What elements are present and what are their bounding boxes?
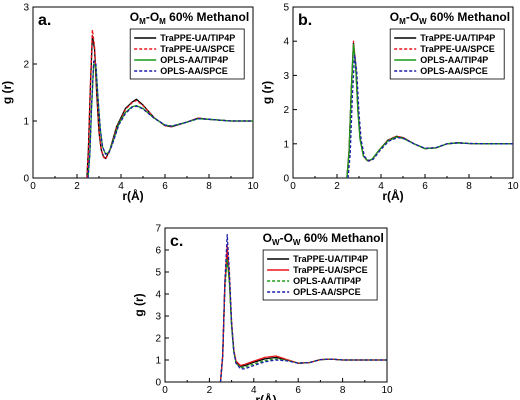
x-tick-label: 2 bbox=[74, 181, 80, 192]
y-tick-label: 1 bbox=[23, 117, 29, 128]
title-part: - bbox=[280, 231, 284, 245]
series-line-trappe-ua-spce bbox=[219, 244, 387, 383]
x-axis-label: r(Å) bbox=[255, 392, 276, 400]
title-part: - bbox=[406, 10, 410, 24]
x-tick-label: 0 bbox=[162, 385, 168, 396]
x-tick-label: 6 bbox=[162, 181, 168, 192]
series-line-opls-aa-spce bbox=[87, 60, 253, 179]
legend-entry-label: TraPPE-UA/SPCE bbox=[293, 265, 368, 275]
x-tick-label: 10 bbox=[381, 385, 393, 396]
legend-entry-label: OPLS-AA/TIP4P bbox=[293, 276, 361, 286]
legend-entry-label: OPLS-AA/TIP4P bbox=[160, 55, 228, 65]
y-tick-label: 0 bbox=[283, 174, 289, 185]
y-axis-label: g (r) bbox=[132, 293, 146, 316]
y-tick-label: 4 bbox=[283, 37, 289, 48]
legend-entry-label: TraPPE-UA/TIP4P bbox=[293, 254, 368, 264]
title-part: O bbox=[410, 10, 419, 24]
legend-entry-label: TraPPE-UA/SPCE bbox=[160, 44, 235, 54]
panel-title: OW-OW 60% Methanol bbox=[263, 231, 384, 247]
y-axis-label: g (r) bbox=[0, 81, 14, 104]
x-tick-label: 4 bbox=[118, 181, 124, 192]
y-tick-label: 3 bbox=[283, 71, 289, 82]
title-subscript: M bbox=[399, 17, 406, 26]
panel-label: b. bbox=[298, 12, 312, 29]
y-tick-label: 4 bbox=[155, 290, 161, 301]
y-tick-label: 3 bbox=[155, 312, 161, 323]
legend-entry-label: TraPPE-UA/SPCE bbox=[420, 44, 495, 54]
y-tick-label: 5 bbox=[155, 268, 161, 279]
title-subscript: W bbox=[272, 238, 280, 247]
y-tick-label: 7 bbox=[155, 224, 161, 235]
series-line-opls-aa-spce bbox=[347, 54, 513, 179]
x-tick-label: 0 bbox=[30, 181, 36, 192]
y-tick-label: 1 bbox=[283, 139, 289, 150]
x-tick-label: 0 bbox=[290, 181, 296, 192]
x-tick-label: 2 bbox=[334, 181, 340, 192]
y-tick-label: 1 bbox=[155, 356, 161, 367]
title-subscript: M bbox=[159, 17, 166, 26]
title-part: 60% Methanol bbox=[166, 10, 249, 24]
title-part: 60% Methanol bbox=[427, 10, 510, 24]
y-tick-label: 2 bbox=[283, 105, 289, 116]
title-part: - bbox=[146, 10, 150, 24]
x-tick-label: 6 bbox=[295, 385, 301, 396]
title-subscript: W bbox=[419, 17, 427, 26]
x-axis-label: r(Å) bbox=[382, 188, 403, 203]
y-tick-label: 2 bbox=[23, 60, 29, 71]
x-tick-label: 6 bbox=[422, 181, 428, 192]
x-tick-label: 10 bbox=[507, 181, 519, 192]
x-tick-label: 4 bbox=[378, 181, 384, 192]
y-tick-label: 3 bbox=[23, 3, 29, 14]
title-part: O bbox=[263, 231, 272, 245]
legend-entry-label: TraPPE-UA/TIP4P bbox=[160, 33, 235, 43]
panel-title: OM-OM 60% Methanol bbox=[130, 10, 249, 26]
panel-title: OM-OW 60% Methanol bbox=[390, 10, 510, 26]
title-subscript: W bbox=[293, 238, 301, 247]
panel-label: a. bbox=[38, 12, 51, 29]
x-tick-label: 10 bbox=[247, 181, 259, 192]
x-tick-label: 4 bbox=[251, 385, 257, 396]
y-axis-label: g (r) bbox=[260, 81, 274, 104]
y-tick-label: 0 bbox=[155, 378, 161, 389]
y-tick-label: 0 bbox=[23, 174, 29, 185]
legend-entry-label: OPLS-AA/SPCE bbox=[293, 287, 361, 297]
y-tick-label: 5 bbox=[283, 3, 289, 14]
title-part: 60% Methanol bbox=[300, 231, 383, 245]
x-tick-label: 8 bbox=[206, 181, 212, 192]
legend-entry-label: OPLS-AA/SPCE bbox=[420, 66, 488, 76]
legend-entry-label: OPLS-AA/SPCE bbox=[160, 66, 228, 76]
series-line-opls-aa-tip4p bbox=[219, 258, 387, 383]
title-part: O bbox=[150, 10, 159, 24]
title-part: O bbox=[390, 10, 399, 24]
x-tick-label: 8 bbox=[340, 385, 346, 396]
title-part: O bbox=[130, 10, 139, 24]
title-subscript: M bbox=[139, 17, 146, 26]
x-tick-label: 8 bbox=[466, 181, 472, 192]
x-tick-label: 2 bbox=[207, 385, 213, 396]
y-tick-label: 6 bbox=[155, 246, 161, 257]
y-tick-label: 2 bbox=[155, 334, 161, 345]
title-part: O bbox=[284, 231, 293, 245]
legend-entry-label: TraPPE-UA/TIP4P bbox=[420, 33, 495, 43]
series-line-opls-aa-spce bbox=[219, 233, 387, 383]
x-axis-label: r(Å) bbox=[122, 188, 143, 203]
panel-label: c. bbox=[170, 233, 183, 250]
legend-entry-label: OPLS-AA/TIP4P bbox=[420, 55, 488, 65]
